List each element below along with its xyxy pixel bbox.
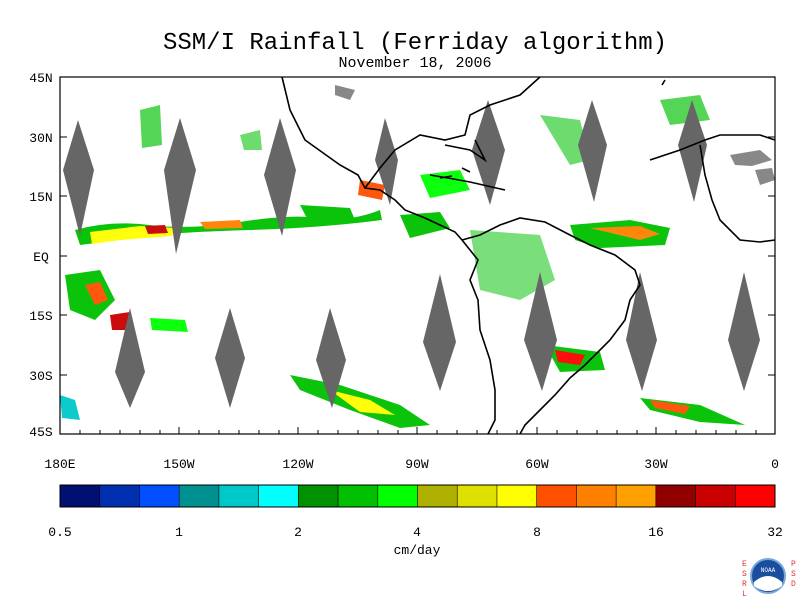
lon-label: 120W bbox=[282, 457, 313, 472]
latitude-labels: 45N 30N 15N EQ 15S 30S 45S bbox=[29, 71, 53, 440]
rainfall-patches bbox=[60, 95, 745, 428]
colorbar-tick-label: 0.5 bbox=[48, 525, 71, 540]
lat-label: 15N bbox=[29, 190, 52, 205]
lon-label: 0 bbox=[771, 457, 779, 472]
noaa-logo-icon: E S R L NOAA P S D bbox=[742, 558, 796, 599]
colorbar-swatch bbox=[616, 485, 657, 507]
noaa-esrl-psd-logo: E S R L NOAA P S D bbox=[738, 556, 796, 599]
colorbar-swatch bbox=[536, 485, 577, 507]
logo-letter-right: P bbox=[791, 560, 796, 569]
colorbar-swatch bbox=[695, 485, 736, 507]
map-area bbox=[59, 76, 776, 435]
land-masses-gray bbox=[335, 85, 775, 185]
colorbar-swatch bbox=[655, 485, 697, 507]
colorbar-swatch bbox=[298, 485, 339, 507]
colorbar-tick-label: 16 bbox=[648, 525, 664, 540]
colorbar-tick-label: 1 bbox=[175, 525, 183, 540]
lon-label: 180E bbox=[44, 457, 75, 472]
logo-letter-left: L bbox=[742, 590, 747, 598]
colorbar-swatch bbox=[735, 485, 776, 507]
chart-date-subtitle: November 18, 2006 bbox=[338, 55, 492, 72]
logo-letter-right: S bbox=[791, 570, 796, 579]
logo-letter-left: E bbox=[742, 560, 747, 569]
lat-label: 45S bbox=[29, 425, 53, 440]
colorbar-swatch bbox=[218, 485, 260, 507]
lat-label: EQ bbox=[33, 250, 49, 265]
colorbar-swatch bbox=[377, 485, 418, 507]
colorbar-swatch bbox=[258, 485, 299, 507]
colorbar-swatch bbox=[139, 485, 180, 507]
colorbar-swatch bbox=[99, 485, 140, 507]
colorbar-tick-labels: 0.5 1 2 4 8 16 32 bbox=[48, 525, 783, 540]
logo-badge-text: NOAA bbox=[761, 567, 776, 574]
coastlines bbox=[281, 76, 776, 435]
chart-title: SSM/I Rainfall (Ferriday algorithm) bbox=[162, 30, 668, 57]
lon-label: 60W bbox=[525, 457, 549, 472]
colorbar-unit-label: cm/day bbox=[394, 543, 441, 558]
missing-data-swath-gaps bbox=[63, 100, 760, 408]
colorbar-swatch bbox=[179, 485, 220, 507]
lon-label: 30W bbox=[644, 457, 668, 472]
colorbar-tick-label: 32 bbox=[767, 525, 783, 540]
colorbar-tick-label: 8 bbox=[533, 525, 541, 540]
longitude-axis bbox=[59, 427, 776, 434]
lat-label: 30N bbox=[29, 131, 52, 146]
lon-label: 90W bbox=[405, 457, 429, 472]
colorbar-swatch bbox=[417, 485, 458, 507]
colorbar-swatch bbox=[576, 485, 617, 507]
logo-letter-right: D bbox=[791, 580, 796, 589]
colorbar bbox=[59, 484, 776, 508]
lat-label: 30S bbox=[29, 369, 53, 384]
lon-label: 150W bbox=[163, 457, 194, 472]
lat-label: 45N bbox=[29, 71, 52, 86]
colorbar-tick-label: 2 bbox=[294, 525, 302, 540]
colorbar-swatch bbox=[496, 485, 538, 507]
colorbar-swatch bbox=[457, 485, 498, 507]
logo-letter-left: R bbox=[742, 580, 747, 589]
colorbar-swatch bbox=[338, 485, 379, 507]
colorbar-swatch bbox=[60, 485, 101, 507]
logo-letter-left: S bbox=[742, 570, 747, 579]
latitude-axis bbox=[60, 76, 775, 435]
lat-label: 15S bbox=[29, 309, 53, 324]
longitude-labels: 180E 150W 120W 90W 60W 30W 0 bbox=[44, 457, 779, 472]
colorbar-tick-label: 4 bbox=[413, 525, 421, 540]
